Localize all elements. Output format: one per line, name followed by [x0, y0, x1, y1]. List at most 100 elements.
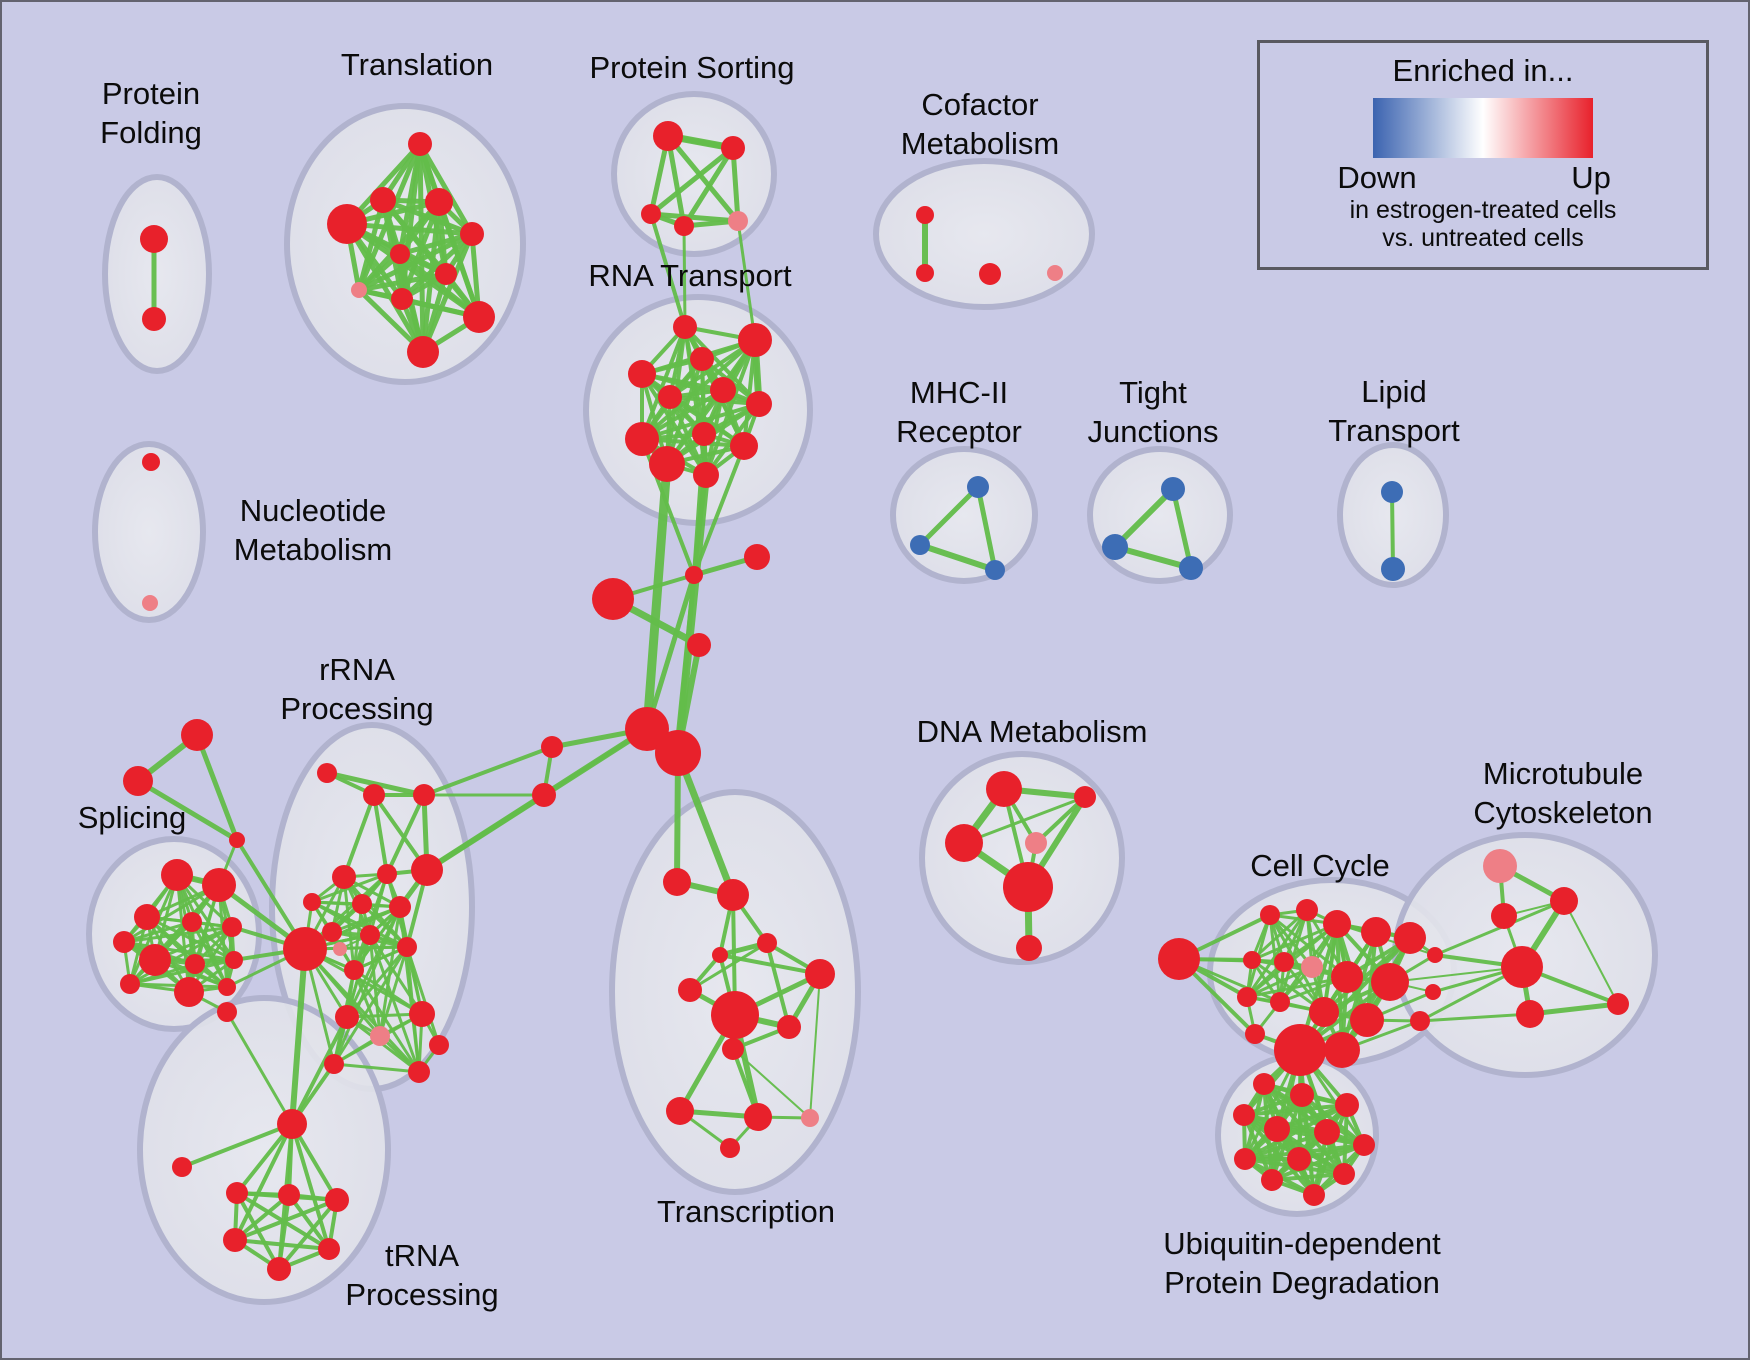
node-cc17[interactable] [1324, 1032, 1360, 1068]
node-tn6[interactable] [267, 1257, 291, 1281]
node-mh3[interactable] [985, 560, 1005, 580]
node-tc5[interactable] [805, 959, 835, 989]
node-mt5[interactable] [1516, 1000, 1544, 1028]
node-tj1[interactable] [1161, 477, 1185, 501]
node-tc10[interactable] [666, 1097, 694, 1125]
node-mh1[interactable] [967, 476, 989, 498]
node-dm5[interactable] [1003, 862, 1053, 912]
node-tc6[interactable] [678, 978, 702, 1002]
node-sp9[interactable] [225, 951, 243, 969]
node-rt12[interactable] [693, 462, 719, 488]
node-tj3[interactable] [1179, 556, 1203, 580]
node-sp10[interactable] [120, 974, 140, 994]
node-ub2[interactable] [1290, 1083, 1314, 1107]
node-rr14[interactable] [397, 937, 417, 957]
node-m3[interactable] [744, 544, 770, 570]
node-pf2[interactable] [142, 307, 166, 331]
node-tc12[interactable] [801, 1109, 819, 1127]
node-tnH[interactable] [277, 1109, 307, 1139]
node-rr13[interactable] [283, 927, 327, 971]
node-cc4[interactable] [1361, 917, 1391, 947]
node-tnS[interactable] [172, 1157, 192, 1177]
node-ub8[interactable] [1234, 1148, 1256, 1170]
node-mtb3[interactable] [1410, 1011, 1430, 1031]
node-rr1[interactable] [317, 763, 337, 783]
node-dm4[interactable] [1025, 832, 1047, 854]
node-ub11[interactable] [1261, 1169, 1283, 1191]
node-nu1[interactable] [142, 453, 160, 471]
node-rt8[interactable] [625, 422, 659, 456]
node-cc13[interactable] [1309, 997, 1339, 1027]
node-st2[interactable] [123, 766, 153, 796]
node-mtb2[interactable] [1425, 984, 1441, 1000]
node-cc2[interactable] [1296, 899, 1318, 921]
node-rt4[interactable] [690, 347, 714, 371]
node-rr18[interactable] [370, 1026, 390, 1046]
node-tc8[interactable] [777, 1015, 801, 1039]
node-ps3[interactable] [641, 204, 661, 224]
node-tc9[interactable] [722, 1038, 744, 1060]
node-cc8[interactable] [1301, 956, 1323, 978]
node-cc11[interactable] [1237, 987, 1257, 1007]
node-tr9[interactable] [391, 288, 413, 310]
node-cc1[interactable] [1260, 905, 1280, 925]
node-tc4[interactable] [712, 947, 728, 963]
node-ps4[interactable] [674, 216, 694, 236]
node-mt2[interactable] [1550, 887, 1578, 915]
node-tr11[interactable] [407, 336, 439, 368]
node-lt1[interactable] [1381, 481, 1403, 503]
node-m1[interactable] [685, 566, 703, 584]
node-st3[interactable] [229, 832, 245, 848]
node-tn1[interactable] [226, 1182, 248, 1204]
node-ub5[interactable] [1264, 1116, 1290, 1142]
node-rr16[interactable] [335, 1005, 359, 1029]
node-tr3[interactable] [370, 187, 396, 213]
node-cc9[interactable] [1331, 961, 1363, 993]
node-rr21[interactable] [429, 1035, 449, 1055]
node-tn2[interactable] [278, 1184, 300, 1206]
node-st1[interactable] [181, 719, 213, 751]
node-mt3[interactable] [1491, 903, 1517, 929]
node-mtb1[interactable] [1427, 947, 1443, 963]
node-hub1[interactable] [625, 707, 669, 751]
node-cc16[interactable] [1274, 1024, 1326, 1076]
node-cf4[interactable] [1047, 265, 1063, 281]
node-rt3[interactable] [628, 360, 656, 388]
node-mt1[interactable] [1483, 849, 1517, 883]
node-m2[interactable] [592, 578, 634, 620]
node-cc15[interactable] [1245, 1024, 1265, 1044]
node-sp6[interactable] [113, 931, 135, 953]
node-tc1[interactable] [663, 868, 691, 896]
node-rt10[interactable] [730, 432, 758, 460]
node-cc12[interactable] [1270, 992, 1290, 1012]
node-sp12[interactable] [218, 978, 236, 996]
node-sp5[interactable] [222, 917, 242, 937]
node-tr5[interactable] [460, 222, 484, 246]
node-rr5[interactable] [332, 865, 356, 889]
node-ub3[interactable] [1335, 1093, 1359, 1117]
node-ub10[interactable] [1333, 1163, 1355, 1185]
node-tc11[interactable] [744, 1103, 772, 1131]
node-tc2[interactable] [717, 879, 749, 911]
node-ub6[interactable] [1314, 1119, 1340, 1145]
node-tr4[interactable] [425, 188, 453, 216]
node-ps1[interactable] [653, 121, 683, 151]
node-ub7[interactable] [1353, 1134, 1375, 1156]
node-cc5[interactable] [1394, 922, 1426, 954]
node-cc7[interactable] [1274, 952, 1294, 972]
node-ub4[interactable] [1233, 1104, 1255, 1126]
node-dm1[interactable] [986, 771, 1022, 807]
node-rr2[interactable] [363, 784, 385, 806]
node-dm2[interactable] [1074, 786, 1096, 808]
node-ccS[interactable] [1158, 938, 1200, 980]
node-rr6[interactable] [377, 864, 397, 884]
node-rt11[interactable] [649, 446, 685, 482]
node-rr11[interactable] [360, 925, 380, 945]
node-lt2[interactable] [1381, 557, 1405, 581]
node-tj2[interactable] [1102, 534, 1128, 560]
node-tr2[interactable] [327, 204, 367, 244]
node-rt5[interactable] [658, 385, 682, 409]
node-sp11[interactable] [174, 977, 204, 1007]
node-mh2[interactable] [910, 535, 930, 555]
node-cf2[interactable] [916, 264, 934, 282]
